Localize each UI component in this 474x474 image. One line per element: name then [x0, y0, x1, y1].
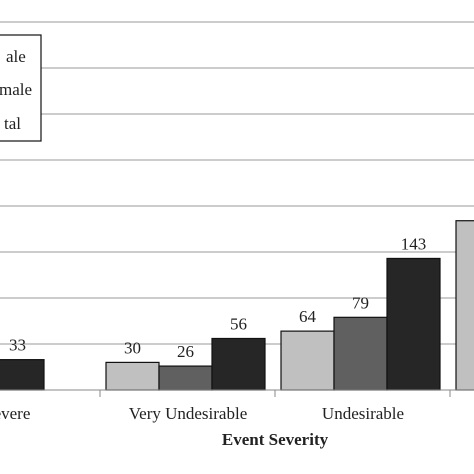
data-labels: 306411826793356143: [9, 234, 427, 361]
x-tick-label: Undesirable: [322, 404, 404, 423]
bars: [0, 220, 474, 391]
bar-series-3-category-2: [211, 337, 266, 391]
legend-item-series-2: male: [0, 80, 32, 99]
legend-item-series-1: ale: [6, 47, 26, 66]
value-label: 30: [124, 338, 141, 357]
x-tick-label: evere: [0, 404, 30, 423]
gridlines: [0, 21, 474, 345]
bar-series-3-category-3: [386, 257, 441, 391]
bar-series-1-category-2: [105, 361, 160, 391]
legend-box: [0, 34, 42, 142]
bar-series-1-category-4: [455, 220, 474, 391]
x-axis-tick-labels: evere Very Undesirable Undesirable: [0, 390, 451, 423]
value-label: 64: [299, 307, 317, 326]
x-tick-label: Very Undesirable: [129, 404, 248, 423]
value-label: 79: [352, 293, 369, 312]
legend: ale male tal: [0, 34, 42, 142]
value-label: 33: [9, 336, 26, 355]
value-label: 56: [230, 314, 247, 333]
value-label: 26: [177, 342, 194, 361]
bar-series-3-category-1: [0, 359, 45, 391]
legend-item-series-3: tal: [4, 114, 21, 133]
bar-series-2-category-2: [158, 365, 213, 391]
bar-series-2-category-3: [333, 316, 388, 391]
bar-series-1-category-3: [280, 330, 335, 391]
value-label: 143: [401, 234, 427, 253]
x-axis-title: Event Severity: [222, 430, 329, 449]
